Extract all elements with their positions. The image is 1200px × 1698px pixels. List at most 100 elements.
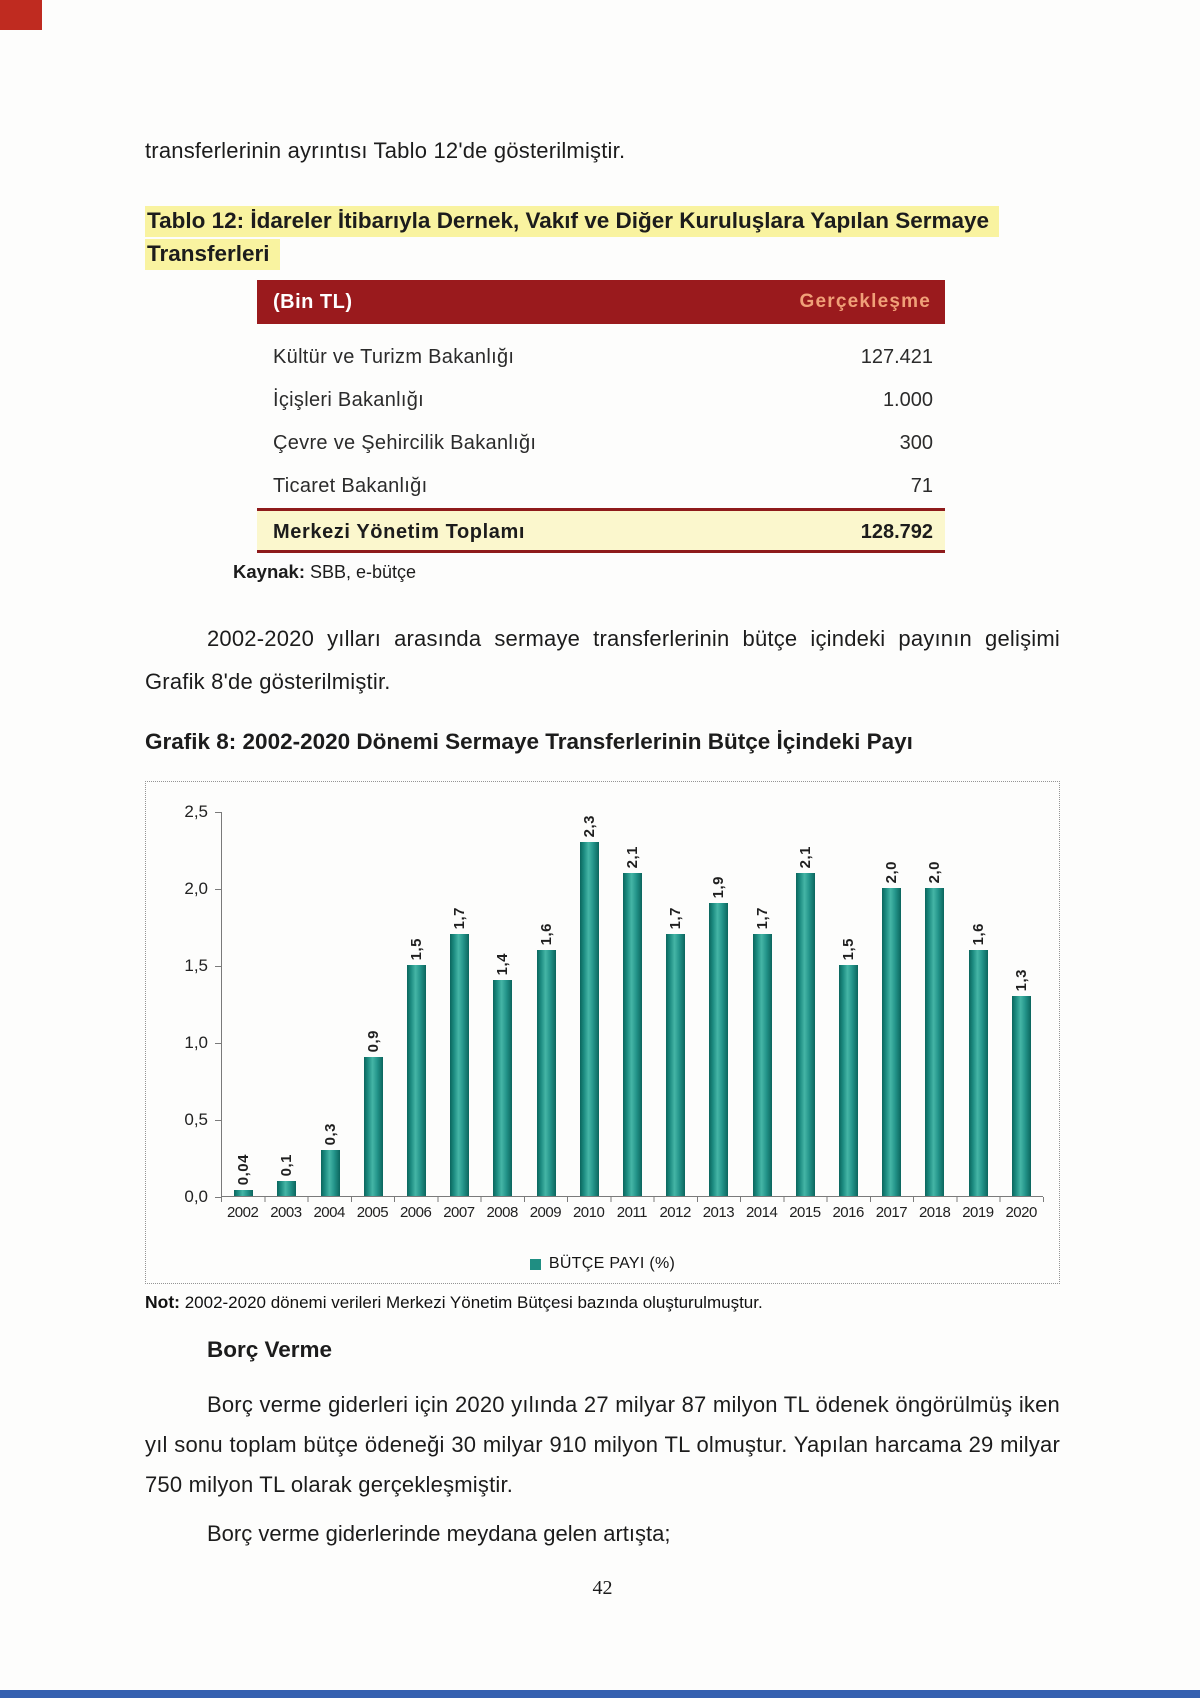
legend-label: BÜTÇE PAYI (%) <box>548 1255 676 1272</box>
source-line: Kaynak: SBB, e-bütçe <box>233 561 1060 583</box>
intro-paragraph: transferlerinin ayrıntısı Tablo 12'de gö… <box>145 138 626 163</box>
table-row: Ticaret Bakanlığı 71 <box>257 465 945 508</box>
bar-value-label: 1,5 <box>839 937 857 960</box>
chart-note-label: Not: <box>145 1292 180 1312</box>
x-axis-label: 2007 <box>443 1204 475 1221</box>
x-axis-label: 2017 <box>875 1204 908 1221</box>
x-axis-label: 2003 <box>270 1204 302 1221</box>
bar <box>968 950 988 1196</box>
source-text: SBB, e-bütçe <box>304 562 417 582</box>
bar <box>1011 996 1031 1196</box>
table-rows: Kültür ve Turizm Bakanlığı 127.421 İçişler… <box>257 324 945 508</box>
budget-table: (Bin TL) Gerçekleşme Kültür ve Turizm Ba… <box>257 280 945 553</box>
paragraph-borc-2: Borç verme giderlerinde meydana gelen ar… <box>207 1521 671 1546</box>
x-axis-label: 2018 <box>918 1204 951 1221</box>
bar-value-label: 1,3 <box>1012 968 1030 991</box>
page-number: 42 <box>592 1577 613 1599</box>
row-label: Ticaret Bakanlığı <box>273 475 428 497</box>
x-axis-label: 2020 <box>1005 1204 1037 1221</box>
total-row-value: 128.792 <box>860 521 933 543</box>
table-row: İçişleri Bakanlığı 1.000 <box>257 379 945 422</box>
bar <box>752 934 772 1196</box>
bar-value-label: 1,7 <box>753 906 771 929</box>
bar <box>838 965 858 1196</box>
y-axis-tick-label: 1,5 <box>184 956 208 975</box>
bar-group: 2,0 <box>913 812 956 1196</box>
bar-group: 2,1 <box>611 812 654 1196</box>
y-axis-tick-label: 0,5 <box>184 1110 208 1129</box>
bar-value-label: 0,1 <box>278 1153 296 1176</box>
bar <box>450 934 470 1196</box>
y-axis-tick-label: 2,0 <box>184 879 208 898</box>
chart: 0,0 0,5 1,0 1,5 2,0 2,5 0,04 0,1 0,3 0,9 1,5 1,7 1,… <box>145 781 1060 1284</box>
y-axis-tick-label: 1,0 <box>184 1033 208 1052</box>
x-axis-label: 2005 <box>356 1204 389 1221</box>
bar-group: 0,04 <box>222 812 265 1196</box>
table-row: Çevre ve Şehircilik Bakanlığı 300 <box>257 422 945 465</box>
x-axis-label: 2008 <box>486 1204 518 1221</box>
row-value: 300 <box>899 432 933 454</box>
x-axis-label: 2004 <box>313 1204 345 1221</box>
table-separator-rule <box>257 508 945 511</box>
bar-value-label: 1,6 <box>537 922 555 945</box>
bar <box>493 980 513 1196</box>
x-axis-label: 2002 <box>226 1204 259 1221</box>
bar-value-label: 0,9 <box>364 1029 382 1052</box>
row-value: 127.421 <box>860 346 933 368</box>
bar-group: 1,3 <box>1000 812 1043 1196</box>
bar-group: 2,0 <box>870 812 913 1196</box>
bar <box>622 873 642 1196</box>
bar <box>234 1190 254 1196</box>
row-value: 1.000 <box>882 389 933 411</box>
bar <box>882 888 902 1196</box>
bar <box>363 1057 383 1196</box>
bar <box>666 934 686 1196</box>
row-value: 71 <box>910 475 933 497</box>
bar-value-label: 2,0 <box>926 860 944 883</box>
y-axis-tick-mark <box>215 1197 221 1198</box>
y-axis-tick-mark <box>215 1120 221 1121</box>
table-header-gerceklesme: Gerçekleşme <box>799 291 931 312</box>
x-axis-ticks <box>221 1197 1044 1202</box>
scan-artifact-top-left <box>0 0 42 30</box>
bar-value-label: 2,1 <box>623 845 641 868</box>
bar-value-label: 1,7 <box>451 906 469 929</box>
bar <box>406 965 426 1196</box>
row-label: İçişleri Bakanlığı <box>273 389 425 411</box>
paragraph-transfers: 2002-2020 yılları arasında sermaye trans… <box>145 626 1060 694</box>
table-row: Kültür ve Turizm Bakanlığı 127.421 <box>257 336 945 379</box>
source-label: Kaynak: <box>233 561 305 582</box>
bar-value-label: 0,3 <box>321 1122 339 1145</box>
bar-group: 1,5 <box>827 812 870 1196</box>
bar-group: 1,9 <box>697 812 740 1196</box>
bar-value-label: 1,9 <box>710 875 728 898</box>
table-total-row: Merkezi Yönetim Toplamı 128.792 <box>257 511 945 553</box>
bar-value-label: 2,3 <box>580 814 598 837</box>
bar <box>795 873 815 1196</box>
legend-swatch-icon <box>529 1258 541 1270</box>
x-axis-label: 2013 <box>702 1204 735 1221</box>
bar-group: 1,6 <box>524 812 567 1196</box>
x-axis-label: 2011 <box>616 1204 648 1221</box>
y-axis-tick-mark <box>215 812 221 813</box>
y-axis-tick-label: 0,0 <box>184 1187 208 1206</box>
y-axis-tick-mark <box>215 966 221 967</box>
bar-group: 0,1 <box>265 812 308 1196</box>
x-axis-labels: 2002 2003 2004 2005 2006 2007 2008 2009 2010 2011… <box>221 1204 1043 1221</box>
bar-group: 1,4 <box>481 812 524 1196</box>
x-axis-label: 2010 <box>572 1204 605 1221</box>
bar-group: 1,5 <box>395 812 438 1196</box>
x-axis-label: 2009 <box>529 1204 562 1221</box>
paragraph-borc-1: Borç verme giderleri için 2020 yılında 2… <box>145 1392 1060 1497</box>
x-axis-label: 2014 <box>745 1204 778 1221</box>
chart-note-text: 2002-2020 dönemi verileri Merkezi Yöneti… <box>179 1293 763 1312</box>
x-axis-label: 2015 <box>789 1204 821 1221</box>
total-row-label: Merkezi Yönetim Toplamı <box>273 521 526 543</box>
bar-group: 1,7 <box>438 812 481 1196</box>
scan-artifact-bottom-strip <box>0 1690 1200 1698</box>
bar-value-label: 2,0 <box>883 860 901 883</box>
x-axis-label: 2016 <box>832 1204 864 1221</box>
table-title: Tablo 12: İdareler İtibarıyla Dernek, Va… <box>145 204 1025 270</box>
bar-value-label: 1,5 <box>407 937 425 960</box>
